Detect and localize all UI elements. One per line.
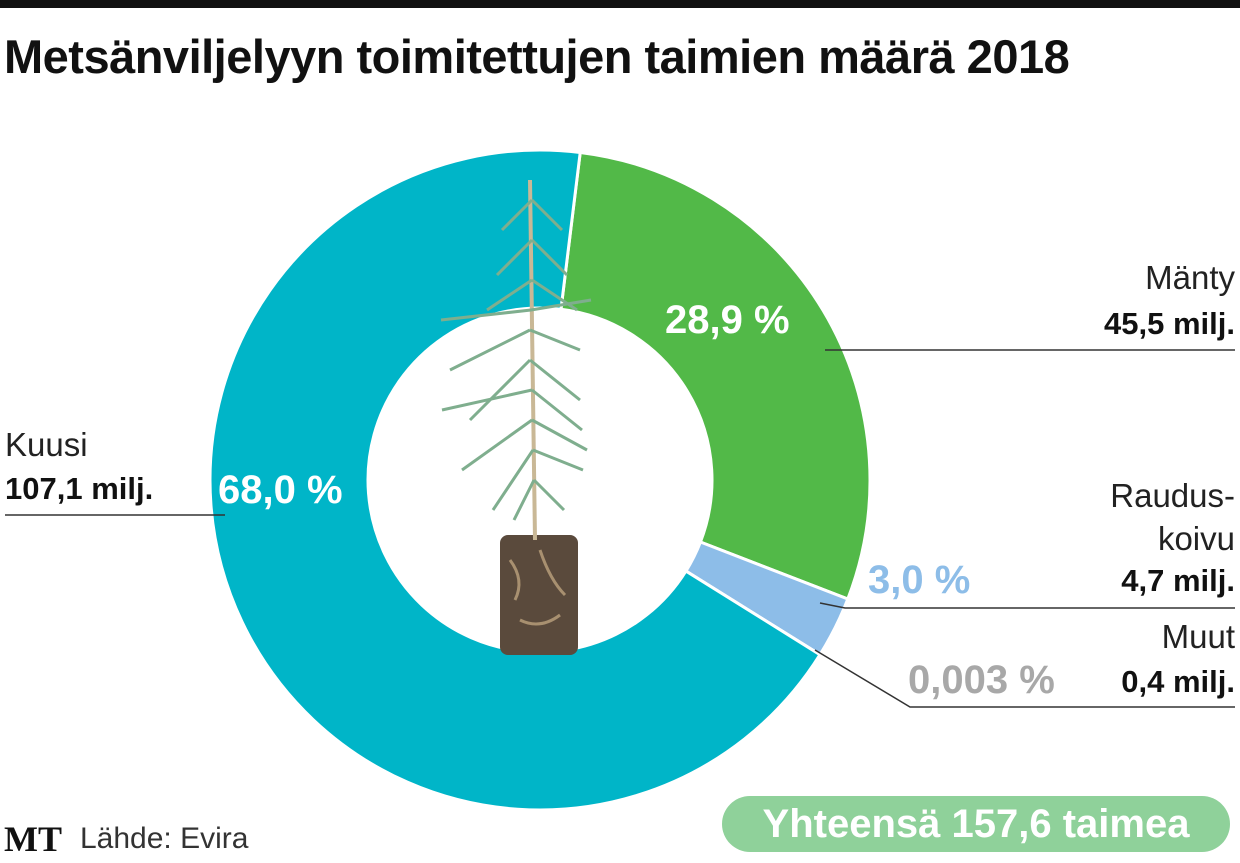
- value-label: 3,0 %: [868, 558, 971, 602]
- plug-texture: [508, 549, 567, 626]
- value-label: 68,0 %: [218, 468, 343, 512]
- category-label: Kuusi: [5, 426, 88, 463]
- category-label: Mänty: [1145, 259, 1235, 296]
- total-badge: Yhteensä 157,6 taimea: [722, 796, 1230, 852]
- seedling: [440, 179, 592, 655]
- leader-lines: [5, 349, 1235, 708]
- top-bar: [0, 0, 1240, 8]
- plug: [500, 535, 578, 655]
- chart-title: Metsänviljelyyn toimitettujen taimien mä…: [4, 30, 1070, 83]
- needles: [440, 198, 592, 521]
- category-label: Muut: [1161, 618, 1235, 655]
- logo: MT: [4, 819, 62, 859]
- donut: [208, 148, 872, 812]
- source: Lähde: Evira: [80, 822, 249, 855]
- donut-slice: [559, 150, 872, 601]
- leader-line: [814, 649, 1235, 708]
- category-label: Raudus- koivu: [1110, 477, 1235, 557]
- leader-line: [819, 602, 1235, 609]
- amount-label: 107,1 milj.: [5, 471, 154, 506]
- amount-label: 45,5 milj.: [1104, 306, 1235, 341]
- amount-label: 0,4 milj.: [1121, 664, 1235, 699]
- donut-slice: [208, 148, 823, 812]
- amount-label: 4,7 milj.: [1121, 563, 1235, 598]
- value-label: 28,9 %: [665, 298, 790, 342]
- value-label: 0,003 %: [908, 658, 1055, 702]
